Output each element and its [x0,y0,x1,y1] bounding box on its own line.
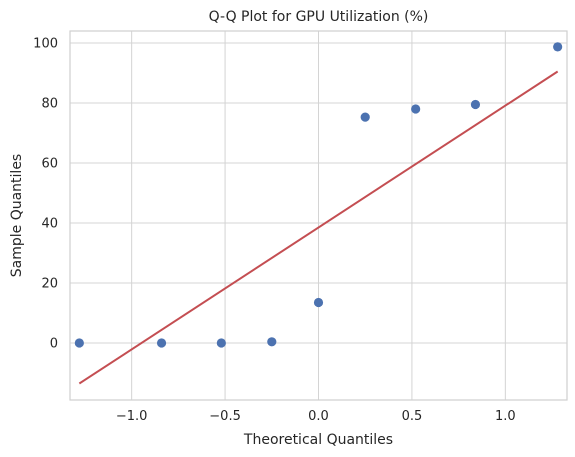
x-tick-label: 1.0 [495,409,516,424]
data-point [156,338,167,348]
data-point [360,112,370,122]
chart-title: Q-Q Plot for GPU Utilization (%) [209,9,429,25]
grid-lines [70,31,567,400]
y-tick-label: 40 [41,217,58,232]
y-tick-label: 80 [41,97,58,112]
y-tick-label: 20 [41,277,58,292]
x-tick-label: −1.0 [116,409,148,424]
plot-frame [69,30,568,401]
data-point [470,99,481,110]
data-point [267,337,277,347]
x-tick-label: 0.5 [402,409,423,424]
reference-line [78,70,559,385]
data-point [74,338,84,348]
data-point [313,297,324,308]
y-tick-label: 60 [41,157,58,172]
x-tick-label: 0.0 [308,409,329,424]
y-tick-label: 100 [33,37,58,52]
y-axis-label: Sample Quantiles [9,154,25,277]
data-point [411,104,421,114]
data-point [553,42,563,52]
x-axis-label: Theoretical Quantiles [243,432,393,448]
data-point [216,338,226,348]
x-tick-label: −0.5 [209,409,241,424]
y-tick-label: 0 [50,337,58,352]
